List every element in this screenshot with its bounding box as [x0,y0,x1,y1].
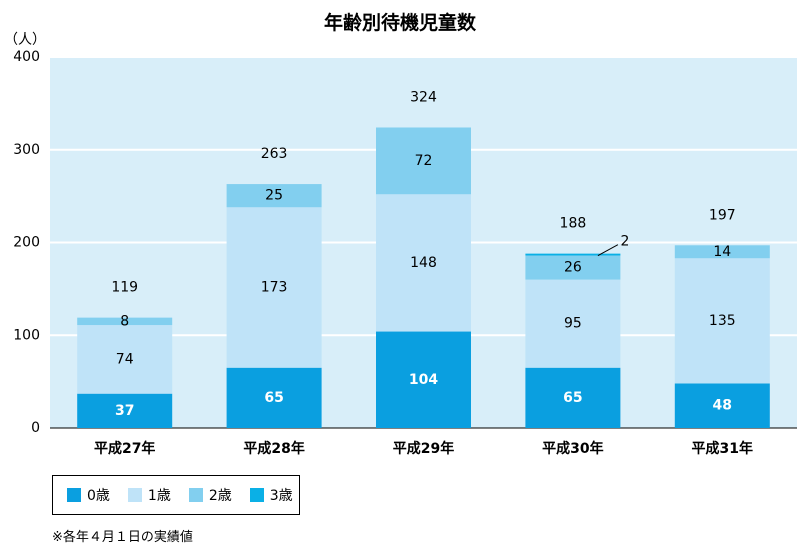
bar-segment [674,383,770,428]
y-tick-label: 200 [13,235,40,251]
data-label: 95 [564,316,582,332]
total-label: 324 [410,89,437,105]
legend-swatch-2 [188,488,203,502]
bar-segment [77,393,173,428]
data-label: 148 [410,255,437,271]
y-tick-label: 300 [13,142,40,158]
bar-segment [376,331,471,428]
bar-segment [525,255,621,280]
legend-swatch-1 [127,488,142,502]
data-label: 8 [120,313,129,329]
bar-segment [77,317,173,326]
legend-item-1: 1歳 [127,485,171,505]
total-label: 197 [709,207,736,223]
legend-label-2: 2歳 [208,488,232,504]
data-label: 2 [620,234,629,250]
bar-segment [525,253,621,256]
data-label: 65 [264,390,283,406]
legend-swatch-3 [249,488,264,502]
bar-segment [674,258,770,384]
bar-segment [226,367,322,428]
legend-item-0: 0歳 [67,485,110,505]
x-tick-label: 平成29年 [393,440,454,457]
data-label: 72 [415,153,433,169]
legend: 0歳 1歳 2歳 3歳 [52,475,300,515]
data-label: 26 [564,260,582,276]
data-label: 135 [709,313,736,329]
data-label: 25 [265,188,283,204]
chart-title: 年齢別待機児童数 [323,12,476,34]
legend-label-0: 0歳 [87,488,110,504]
y-axis-unit: （人） [4,32,46,48]
bar-segment [376,194,471,332]
data-label: 37 [115,403,134,419]
bar-segment [525,279,621,368]
bar-segment [226,207,322,368]
x-tick-label: 平成28年 [243,440,304,457]
x-tick-label: 平成30年 [542,440,603,457]
y-tick-label: 400 [13,49,40,65]
bar-segment [674,245,770,259]
total-label: 188 [560,216,587,232]
x-tick-label: 平成31年 [692,440,753,457]
bar-segment [376,127,471,195]
legend-label-3: 3歳 [269,488,293,504]
data-label: 74 [116,351,134,367]
legend-label-1: 1歳 [147,488,171,504]
callout-line [597,244,619,257]
y-tick-label: 100 [13,327,40,343]
legend-swatch-0 [67,488,81,502]
stacked-bar-chart: 0 100 200 300 400（人） 37 74 8 119 平成27年 65 173 25 263 平… [4,32,797,457]
data-label: 65 [563,390,582,406]
x-tick-label: 平成27年 [94,440,155,457]
data-label: 48 [713,398,732,414]
total-label: 263 [261,146,288,162]
total-label: 119 [111,280,138,296]
bar-segment [226,184,322,208]
data-label: 104 [409,372,438,388]
data-label: 173 [261,279,288,295]
y-tick-label: 0 [31,420,40,436]
bar-segment [77,325,173,394]
legend-item-2: 2歳 [188,485,232,505]
legend-item-3: 3歳 [249,485,293,505]
bar-segment [525,367,621,428]
data-label: 14 [713,244,731,260]
footnote: ※各年４月１日の実績値 [52,530,193,545]
